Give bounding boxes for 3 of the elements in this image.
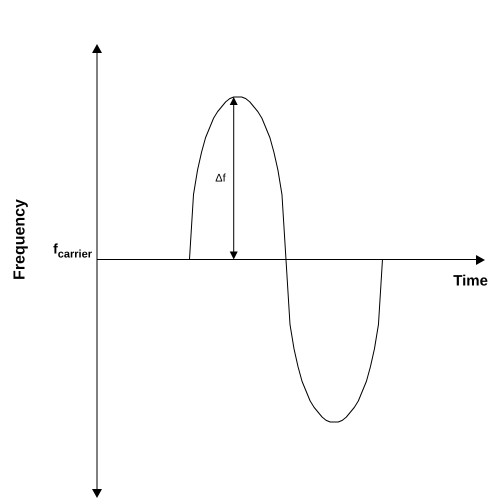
- y-axis-title: Frequency: [11, 198, 28, 280]
- x-axis-title: Time: [453, 272, 488, 290]
- annotation: Δf: [215, 172, 227, 184]
